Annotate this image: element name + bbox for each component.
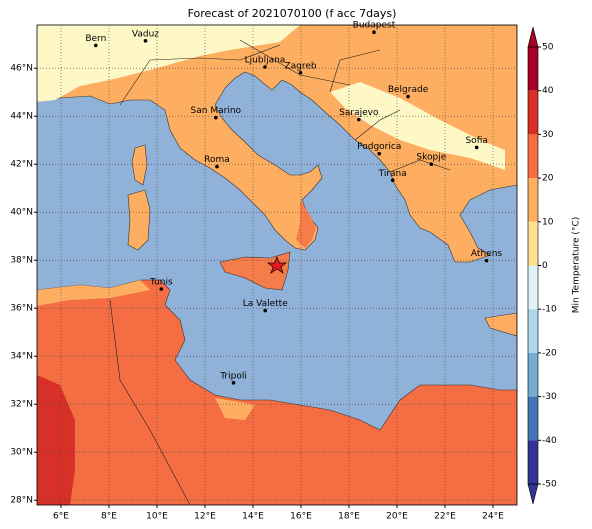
city-label: Sofia [465,136,487,146]
colorbar-tick-label: -10 [542,305,557,315]
city-dot [390,178,395,183]
city-dot [231,381,236,385]
colorbar-tick-label: 10 [542,217,554,227]
y-tick-label: 28°N [10,496,33,506]
sahara-hot [37,375,75,505]
europe-land [37,25,517,263]
colorbar-tick-label: 50 [542,43,554,53]
y-tick-label: 32°N [10,400,33,410]
grid [37,25,517,505]
y-tick-label: 42°N [10,160,33,170]
x-tick-label: 18°E [338,512,360,522]
city-dot [215,164,219,169]
colorbar-tick-label: 40 [542,86,554,96]
y-tick-label: 46°N [10,64,33,74]
city-label: La Valette [243,299,288,309]
colorbar-band [528,90,538,135]
x-tick-label: 12°E [194,512,216,522]
y-tick-label: 34°N [10,352,33,362]
colorbar: 50 40 30 20 10 0 -10 -20 -30 -40 -50 [527,26,557,505]
turkey-land [484,312,517,337]
alps-cool [37,25,300,102]
libya-coast-cool [215,398,255,420]
colorbar-tick-label: -30 [542,392,557,402]
city-dot [406,94,410,99]
city-dot [484,258,489,263]
corsica [131,144,148,186]
city-dot [159,287,164,291]
sicily [219,251,291,291]
y-tick-label: 44°N [10,112,33,122]
balkans-cool [330,82,505,170]
y-tick-label: 30°N [10,448,33,458]
colorbar-tick-label: 0 [542,261,548,271]
colorbar-band [528,352,538,397]
country-borders [109,39,451,505]
colorbar-tick-label: -20 [542,348,557,358]
x-tick-label: 10°E [146,512,168,522]
y-tick-label: 40°N [10,208,33,218]
city-label: Vaduz [132,29,159,39]
chart-title: Forecast of 2021070100 (f acc 7days) [188,7,397,20]
city-dot [429,162,434,166]
x-tick-label: 16°E [290,512,312,522]
colorbar-band [528,221,538,266]
city-label: Roma [204,155,230,165]
sardinia [127,189,151,251]
x-tick-label: 24°E [482,512,504,522]
city-dot [143,39,148,43]
map-frame [36,24,518,506]
colorbar-tick-label: -50 [542,480,557,490]
tunisia-coast-cool [37,280,150,306]
y-tick-label: 38°N [10,256,33,266]
city-dot [94,43,98,48]
colorbar-tick-label: 20 [542,174,554,184]
city-dot [263,65,267,69]
city-label: Belgrade [388,85,429,95]
city-dot [298,70,303,75]
colorbar-extend-bottom [527,483,539,505]
x-tick-label: 8°E [101,512,117,522]
city-label: Podgorica [357,142,401,152]
city-label: Athens [471,249,502,259]
city-label: Ljubljana [245,56,286,66]
city-label: Skopje [416,153,446,163]
x-tick-label: 6°E [53,512,69,522]
city-dot [372,30,376,34]
colorbar-band [528,309,538,353]
city-label: San Marino [191,106,242,116]
city-label: Budapest [353,21,396,31]
x-tick-label: 22°E [434,512,456,522]
city-dot [263,308,268,313]
event-marker[interactable] [267,256,287,274]
colorbar-tick-label: 30 [542,130,554,140]
colorbar-band [528,265,538,310]
colorbar-tick-label: -40 [542,436,557,446]
colorbar-band [528,178,538,222]
colorbar-band [528,47,538,91]
city-dot [377,151,382,156]
city-label: Zagreb [284,61,316,71]
colorbar-band [528,134,538,179]
city-label: Sarajevo [339,108,379,118]
y-tick-label: 36°N [10,304,33,314]
city-label: Tunis [149,278,173,288]
x-tick-label: 20°E [386,512,408,522]
colorbar-band [528,440,538,484]
city-label: Bern [85,34,106,44]
city-dot [474,145,479,150]
city-dot [357,117,361,122]
colorbar-label: Min Temperature (°C) [572,217,582,314]
city-label: Tirana [378,169,407,179]
x-tick-label: 14°E [242,512,264,522]
city-dot [214,115,218,120]
colorbar-band [528,396,538,441]
city-label: Tripoli [219,371,247,381]
colorbar-extend-top [527,26,539,48]
